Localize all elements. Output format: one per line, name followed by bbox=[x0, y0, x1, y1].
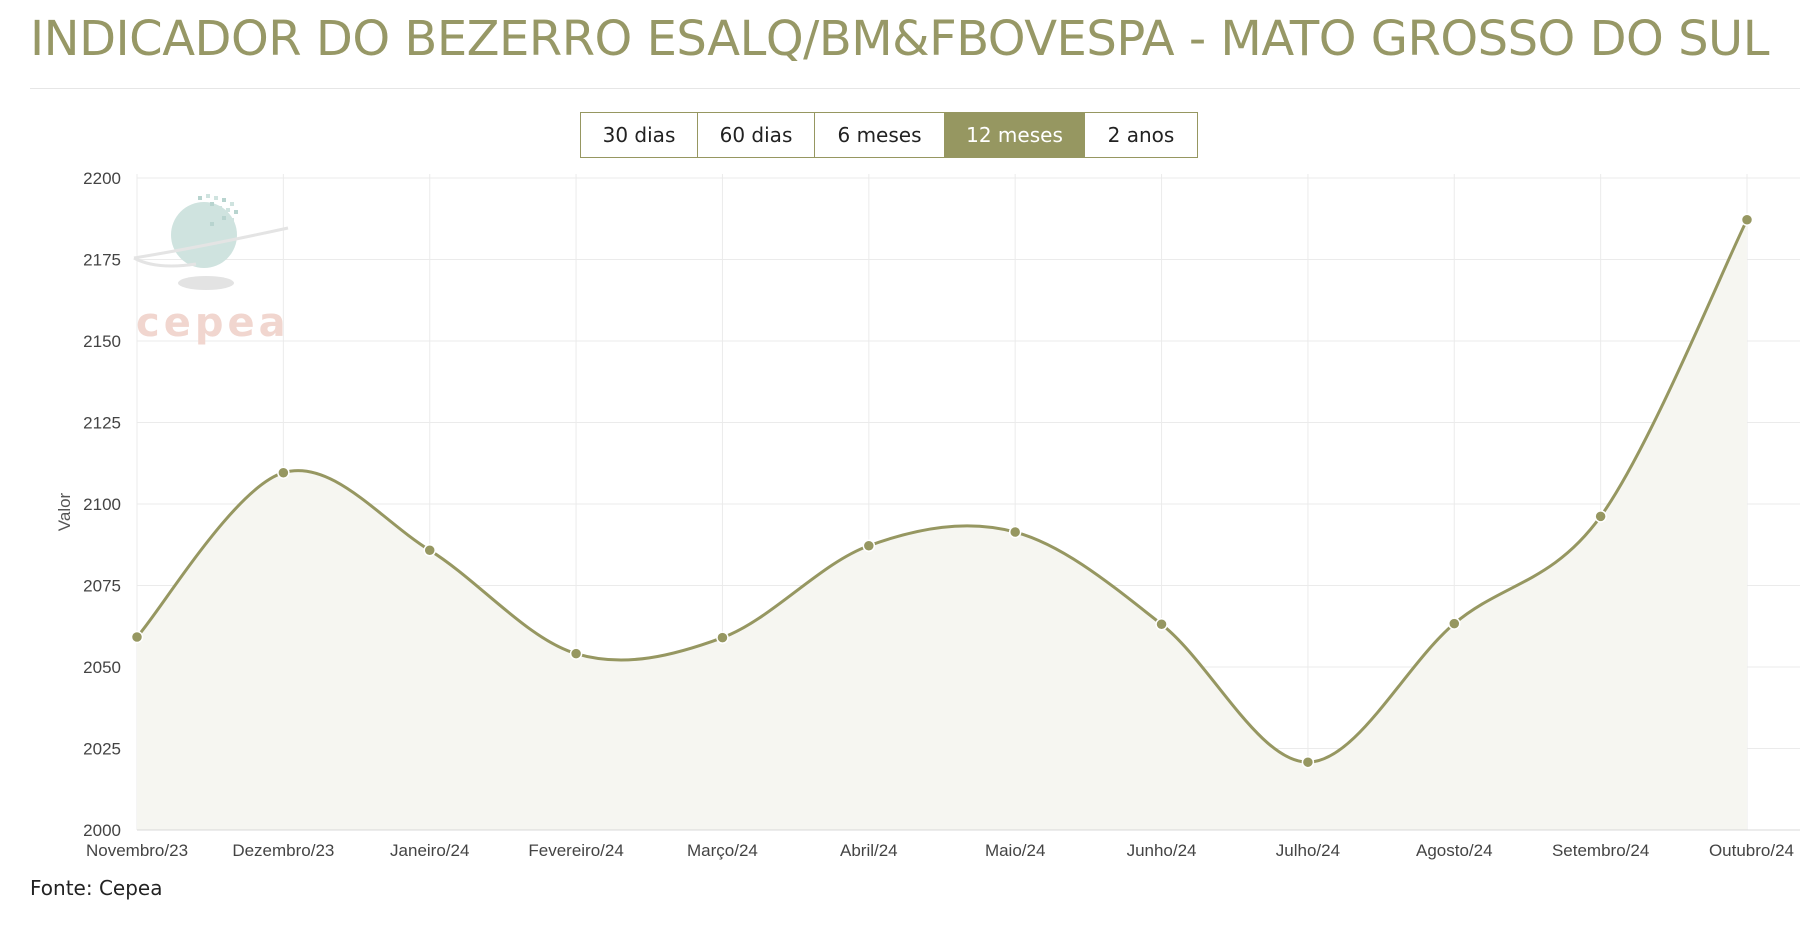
data-point[interactable] bbox=[1301, 755, 1315, 769]
data-point[interactable] bbox=[130, 630, 144, 644]
watermark-pixel bbox=[210, 202, 214, 206]
watermark-pixel bbox=[196, 210, 200, 214]
area-fill bbox=[137, 219, 1747, 830]
title-divider bbox=[30, 88, 1800, 89]
range-button-60-dias[interactable]: 60 dias bbox=[698, 113, 815, 157]
watermark-pixel bbox=[218, 206, 222, 210]
data-point[interactable] bbox=[1594, 510, 1607, 523]
cepea-globe-icon bbox=[133, 194, 289, 290]
y-tick-label: 2200 bbox=[83, 169, 121, 188]
watermark-pixel bbox=[206, 194, 210, 198]
x-tick-label: Setembro/24 bbox=[1552, 841, 1649, 860]
y-tick-label: 2050 bbox=[83, 658, 121, 677]
y-tick-label: 2150 bbox=[83, 332, 121, 351]
watermark-pixel bbox=[226, 208, 230, 212]
series-line bbox=[135, 219, 1749, 764]
data-point[interactable] bbox=[1448, 617, 1461, 630]
data-point[interactable] bbox=[1008, 525, 1022, 539]
x-tick-label: Março/24 bbox=[687, 841, 758, 860]
x-tick-label: Outubro/24 bbox=[1709, 841, 1794, 860]
range-selector: 30 dias 60 dias 6 meses 12 meses 2 anos bbox=[580, 112, 1198, 158]
data-point[interactable] bbox=[862, 539, 876, 552]
range-button-30-dias[interactable]: 30 dias bbox=[581, 113, 698, 157]
x-tick-label: Agosto/24 bbox=[1416, 841, 1493, 860]
watermark-pixel bbox=[206, 212, 210, 216]
range-button-6-meses[interactable]: 6 meses bbox=[815, 113, 945, 157]
axes: 2000 2025 2050 2075 2100 2125 2150 2175 2200 Nove… bbox=[83, 169, 1800, 860]
data-point[interactable] bbox=[423, 544, 436, 557]
watermark-pixel bbox=[230, 218, 234, 222]
watermark-pixel bbox=[210, 222, 214, 226]
y-tick-label: 2100 bbox=[83, 495, 121, 514]
y-tick-label: 2175 bbox=[83, 251, 121, 270]
watermark-pixel bbox=[222, 216, 226, 220]
data-point[interactable] bbox=[1155, 618, 1168, 631]
y-tick-label: 2125 bbox=[83, 414, 121, 433]
x-tick-label: Janeiro/24 bbox=[390, 841, 469, 860]
x-tick-label: Dezembro/23 bbox=[232, 841, 334, 860]
watermark-pixel bbox=[214, 214, 218, 218]
y-tick-label: 2000 bbox=[83, 821, 121, 840]
watermark-pixel bbox=[226, 228, 230, 232]
watermark-pixel bbox=[218, 226, 222, 230]
y-tick-label: 2075 bbox=[83, 577, 121, 596]
data-point[interactable] bbox=[277, 466, 290, 479]
range-button-12-meses[interactable]: 12 meses bbox=[945, 113, 1085, 157]
data-points bbox=[130, 213, 1754, 769]
y-axis-title: Valor bbox=[55, 492, 74, 531]
data-point[interactable] bbox=[569, 647, 583, 660]
watermark-pixel bbox=[214, 196, 218, 200]
watermark-pixel bbox=[198, 196, 202, 200]
source-note: Fonte: Cepea bbox=[30, 876, 163, 900]
data-point[interactable] bbox=[716, 631, 729, 644]
x-tick-label: Abril/24 bbox=[840, 841, 898, 860]
watermark-text: cepea bbox=[136, 300, 290, 346]
page-title: INDICADOR DO BEZERRO ESALQ/BM&FBOVESPA -… bbox=[30, 11, 1769, 67]
watermark-pixel bbox=[202, 204, 206, 208]
x-tick-label: Junho/24 bbox=[1127, 841, 1197, 860]
watermark-pixel bbox=[230, 202, 234, 206]
x-tick-label: Julho/24 bbox=[1276, 841, 1340, 860]
x-tick-label: Novembro/23 bbox=[86, 841, 188, 860]
x-tick-label: Maio/24 bbox=[985, 841, 1045, 860]
x-tick-label: Fevereiro/24 bbox=[528, 841, 623, 860]
line-chart: cepea 2000 2025 2050 2075 2100 2125 2150 2175 22… bbox=[55, 169, 1800, 860]
range-button-2-anos[interactable]: 2 anos bbox=[1085, 113, 1197, 157]
y-tick-label: 2025 bbox=[83, 740, 121, 759]
data-point[interactable] bbox=[1740, 213, 1754, 226]
watermark-pixel bbox=[222, 198, 226, 202]
watermark-pixel bbox=[234, 210, 238, 214]
cepea-watermark: cepea bbox=[133, 194, 290, 346]
